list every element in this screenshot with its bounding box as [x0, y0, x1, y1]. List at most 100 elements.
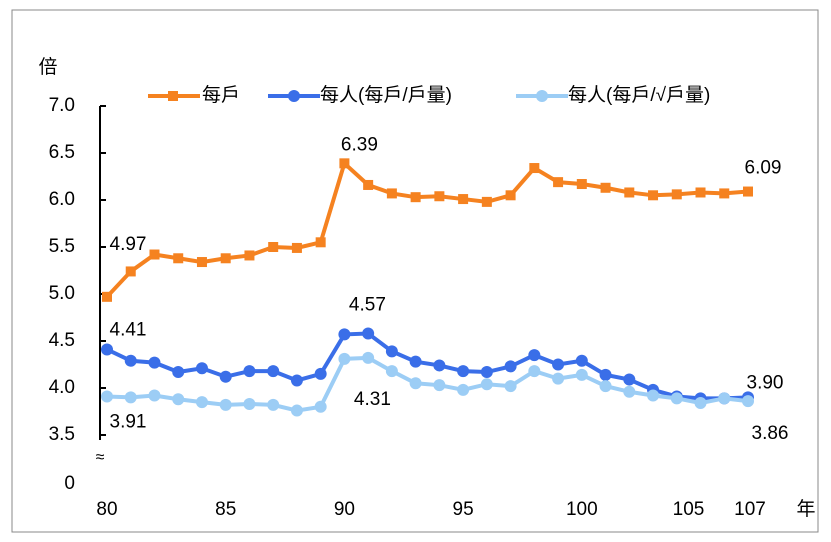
y-tick-label: 7.0 [49, 95, 75, 116]
marker [101, 343, 113, 356]
marker [149, 249, 160, 260]
marker [505, 190, 516, 201]
x-axis-label: 年 [796, 498, 815, 520]
marker [219, 398, 232, 411]
marker [647, 389, 660, 402]
data-label: 4.97 [110, 234, 147, 255]
marker [124, 354, 137, 367]
marker [458, 194, 469, 205]
marker [718, 392, 731, 405]
legend-marker [288, 90, 300, 102]
marker [314, 367, 327, 380]
marker [125, 266, 136, 277]
marker [195, 396, 208, 409]
marker [363, 179, 374, 190]
y-tick-label: 6.5 [49, 142, 75, 163]
marker [481, 196, 492, 207]
data-label: 4.57 [349, 294, 386, 315]
marker [315, 237, 326, 248]
marker [457, 365, 470, 378]
marker [599, 368, 612, 381]
data-label: 6.09 [745, 158, 782, 179]
marker [102, 291, 112, 302]
marker [575, 354, 588, 367]
marker [742, 395, 754, 408]
marker [410, 192, 421, 203]
legend-label: 每戶 [202, 84, 240, 106]
marker [480, 378, 493, 391]
marker [433, 379, 446, 392]
marker [291, 242, 302, 253]
marker [219, 370, 232, 383]
marker [528, 365, 541, 378]
marker [244, 250, 255, 261]
marker [409, 377, 422, 390]
y-tick-label: 0 [64, 473, 75, 494]
series-line [106, 331, 749, 401]
marker [623, 385, 636, 398]
legend-label: 每人(每戶/√戶量) [568, 84, 710, 106]
marker [695, 187, 706, 198]
y-tick-label: 5.0 [49, 283, 75, 304]
x-tick-label: 90 [334, 499, 355, 520]
marker [599, 380, 612, 393]
x-tick-label: 100 [566, 499, 598, 520]
y-tick-label: 5.5 [49, 236, 75, 257]
series-line [105, 159, 749, 299]
marker [480, 366, 493, 379]
marker [101, 390, 113, 403]
marker [124, 391, 137, 404]
series-line [106, 355, 749, 413]
marker [575, 368, 588, 381]
marker [172, 366, 185, 379]
marker [743, 186, 753, 197]
marker [148, 356, 161, 369]
y-axis-label: 倍 [38, 56, 57, 78]
marker [267, 365, 280, 378]
marker [552, 358, 565, 371]
marker [385, 345, 398, 358]
marker [172, 393, 185, 406]
axis-break: ≈ [96, 449, 105, 466]
legend-marker [168, 91, 178, 101]
marker [338, 328, 351, 341]
marker [600, 182, 611, 193]
marker [220, 253, 231, 264]
marker [552, 372, 565, 385]
marker [243, 397, 256, 410]
marker [670, 392, 683, 405]
marker [576, 179, 587, 190]
marker [195, 362, 208, 375]
marker [339, 158, 350, 169]
marker [196, 257, 207, 268]
marker [648, 190, 659, 201]
x-tick-label: 107 [734, 499, 766, 520]
marker [362, 351, 375, 364]
data-label: 3.86 [752, 423, 789, 444]
y-tick-label: 4.0 [49, 377, 75, 398]
y-tick-label: 6.0 [49, 189, 75, 210]
x-tick-label: 105 [673, 499, 705, 520]
marker [267, 398, 280, 411]
marker [386, 188, 397, 199]
marker [290, 404, 303, 417]
marker [243, 365, 256, 378]
marker [409, 355, 422, 368]
data-label: 3.90 [747, 372, 784, 393]
marker [504, 360, 517, 373]
data-label: 4.41 [110, 319, 147, 340]
marker [362, 327, 375, 340]
marker [173, 253, 184, 264]
marker [719, 188, 730, 199]
marker [290, 374, 303, 387]
marker [268, 242, 279, 252]
marker [694, 397, 707, 410]
marker [385, 365, 398, 378]
marker [504, 380, 517, 393]
frame [11, 9, 819, 533]
marker [529, 163, 540, 174]
marker [528, 349, 541, 362]
data-label: 3.91 [110, 411, 147, 432]
marker [148, 389, 161, 402]
marker [624, 187, 635, 198]
